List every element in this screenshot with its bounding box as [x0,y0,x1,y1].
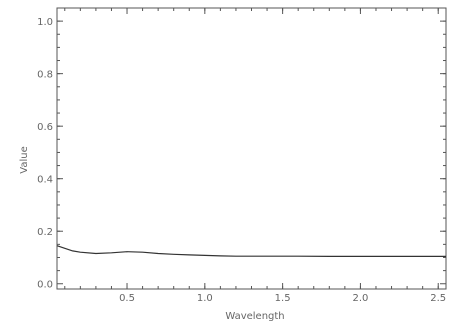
y-tick-label: 0.0 [37,280,53,291]
series-line [56,245,446,257]
y-tick-label: 0.2 [37,227,53,238]
x-tick-label: 0.5 [119,293,135,304]
series-layer [56,245,446,257]
y-tick-label: 0.8 [37,70,53,81]
y-axis: 0.0 0.2 0.4 0.6 0.8 1.0 [37,17,446,291]
x-axis: 0.5 1.0 1.5 2.0 2.5 [64,8,446,304]
y-tick-label: 0.4 [37,175,53,186]
x-tick-label: 1.0 [197,293,213,304]
x-tick-label: 1.5 [275,293,291,304]
y-tick-label: 0.6 [37,122,53,133]
y-tick-label: 1.0 [37,17,53,28]
x-tick-label: 2.5 [430,293,446,304]
x-axis-label: Wavelength [225,311,284,322]
x-tick-label: 2.0 [352,293,368,304]
y-axis-label: Value [19,146,30,173]
plot-frame [56,7,447,290]
